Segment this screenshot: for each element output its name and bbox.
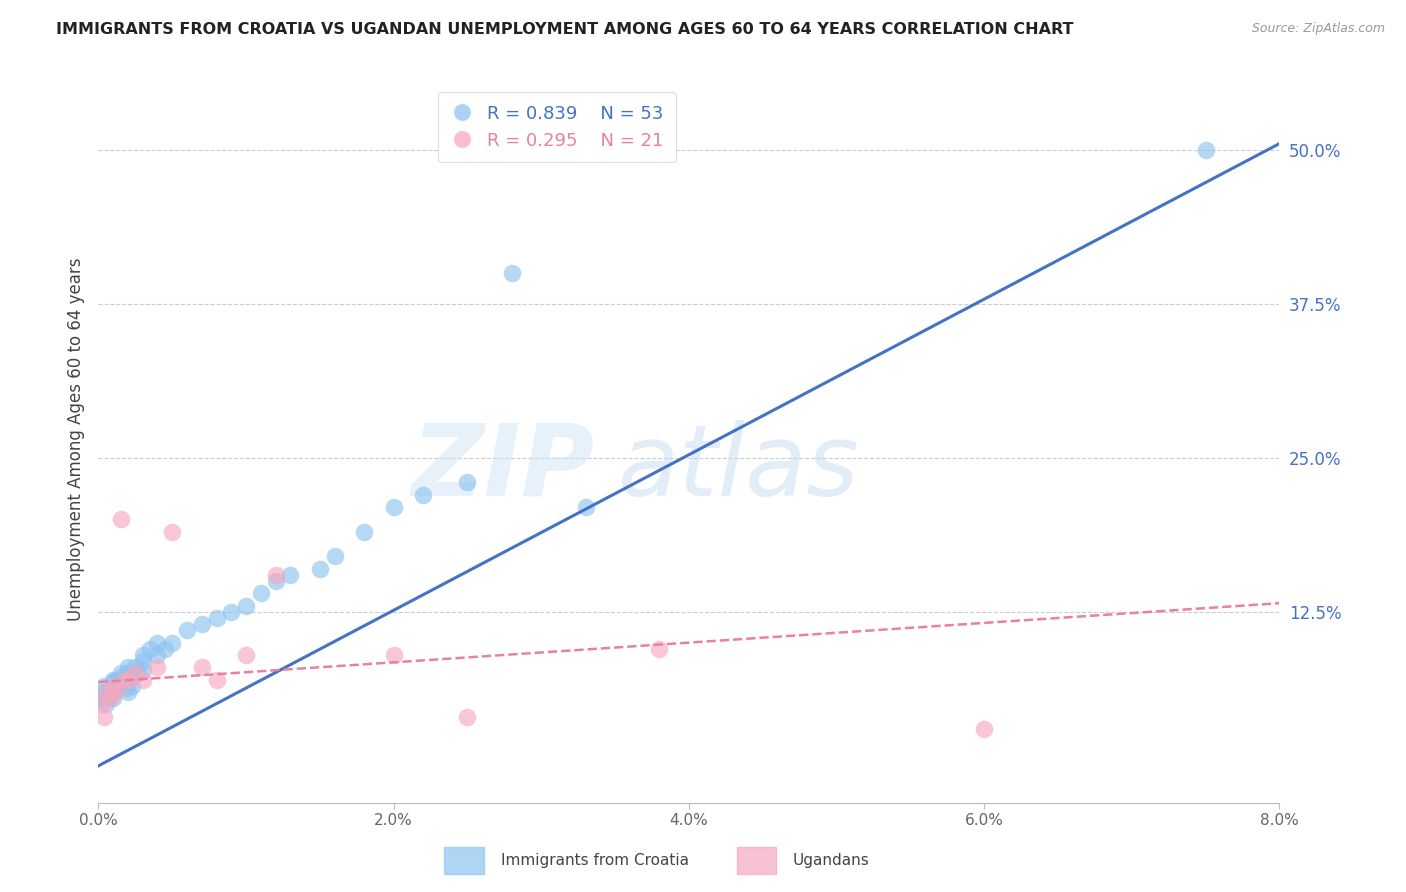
Point — [117, 660, 139, 674]
Point — [110, 512, 132, 526]
Point — [264, 574, 287, 588]
Point — [124, 666, 146, 681]
Point — [235, 599, 257, 613]
Point — [132, 648, 155, 662]
Point — [98, 687, 121, 701]
Point — [264, 567, 287, 582]
Point — [110, 666, 132, 681]
Point — [117, 675, 139, 690]
Text: Source: ZipAtlas.com: Source: ZipAtlas.com — [1251, 22, 1385, 36]
Point — [323, 549, 346, 564]
Point — [112, 675, 135, 690]
Point — [105, 685, 128, 699]
Point — [114, 673, 136, 687]
Point — [94, 697, 117, 711]
Point — [162, 635, 183, 649]
Text: IMMIGRANTS FROM CROATIA VS UGANDAN UNEMPLOYMENT AMONG AGES 60 TO 64 YEARS CORREL: IMMIGRANTS FROM CROATIA VS UGANDAN UNEMP… — [56, 22, 1074, 37]
Point — [93, 679, 115, 693]
Text: Immigrants from Croatia: Immigrants from Croatia — [501, 853, 689, 868]
Point — [139, 641, 162, 656]
Point — [146, 635, 169, 649]
Point — [115, 681, 138, 696]
Point — [457, 475, 479, 490]
Point — [412, 488, 434, 502]
Point — [111, 670, 134, 684]
Point — [191, 660, 214, 674]
Point — [353, 524, 375, 539]
Point — [235, 648, 257, 662]
Point — [973, 722, 995, 736]
Point — [162, 524, 183, 539]
Point — [97, 685, 120, 699]
Point — [93, 709, 115, 723]
Point — [250, 586, 273, 600]
Point — [90, 697, 112, 711]
Point — [1195, 143, 1218, 157]
Point — [176, 624, 198, 638]
Point — [309, 562, 332, 576]
Point — [120, 670, 142, 684]
Point — [153, 641, 176, 656]
Point — [117, 666, 139, 681]
Point — [382, 648, 405, 662]
Point — [103, 675, 125, 690]
Point — [205, 673, 228, 687]
Point — [90, 691, 112, 706]
Point — [280, 567, 302, 582]
Point — [117, 685, 139, 699]
Point — [132, 673, 155, 687]
Point — [221, 605, 243, 619]
Point — [103, 679, 125, 693]
Bar — [737, 847, 776, 874]
Point — [127, 666, 149, 681]
Point — [100, 682, 122, 697]
Point — [103, 673, 125, 687]
Point — [96, 685, 118, 699]
Point — [117, 673, 139, 687]
Point — [501, 266, 523, 280]
Point — [146, 660, 169, 674]
Point — [382, 500, 405, 514]
Point — [103, 685, 125, 699]
Text: Ugandans: Ugandans — [793, 853, 870, 868]
Point — [191, 617, 214, 632]
Point — [96, 691, 118, 706]
Point — [146, 648, 169, 662]
Text: atlas: atlas — [619, 420, 859, 516]
Point — [114, 673, 136, 687]
Point — [103, 679, 125, 693]
Legend: R = 0.839    N = 53, R = 0.295    N = 21: R = 0.839 N = 53, R = 0.295 N = 21 — [439, 92, 676, 162]
Point — [124, 660, 146, 674]
Point — [575, 500, 598, 514]
Point — [121, 679, 143, 693]
Bar — [444, 847, 484, 874]
Y-axis label: Unemployment Among Ages 60 to 64 years: Unemployment Among Ages 60 to 64 years — [66, 258, 84, 621]
Point — [205, 611, 228, 625]
Point — [103, 691, 125, 706]
Point — [457, 709, 479, 723]
Point — [105, 673, 128, 687]
Point — [107, 679, 129, 693]
Point — [132, 663, 155, 677]
Text: ZIP: ZIP — [412, 420, 595, 516]
Point — [132, 654, 155, 668]
Point — [98, 691, 121, 706]
Point — [648, 641, 671, 656]
Point — [91, 685, 114, 699]
